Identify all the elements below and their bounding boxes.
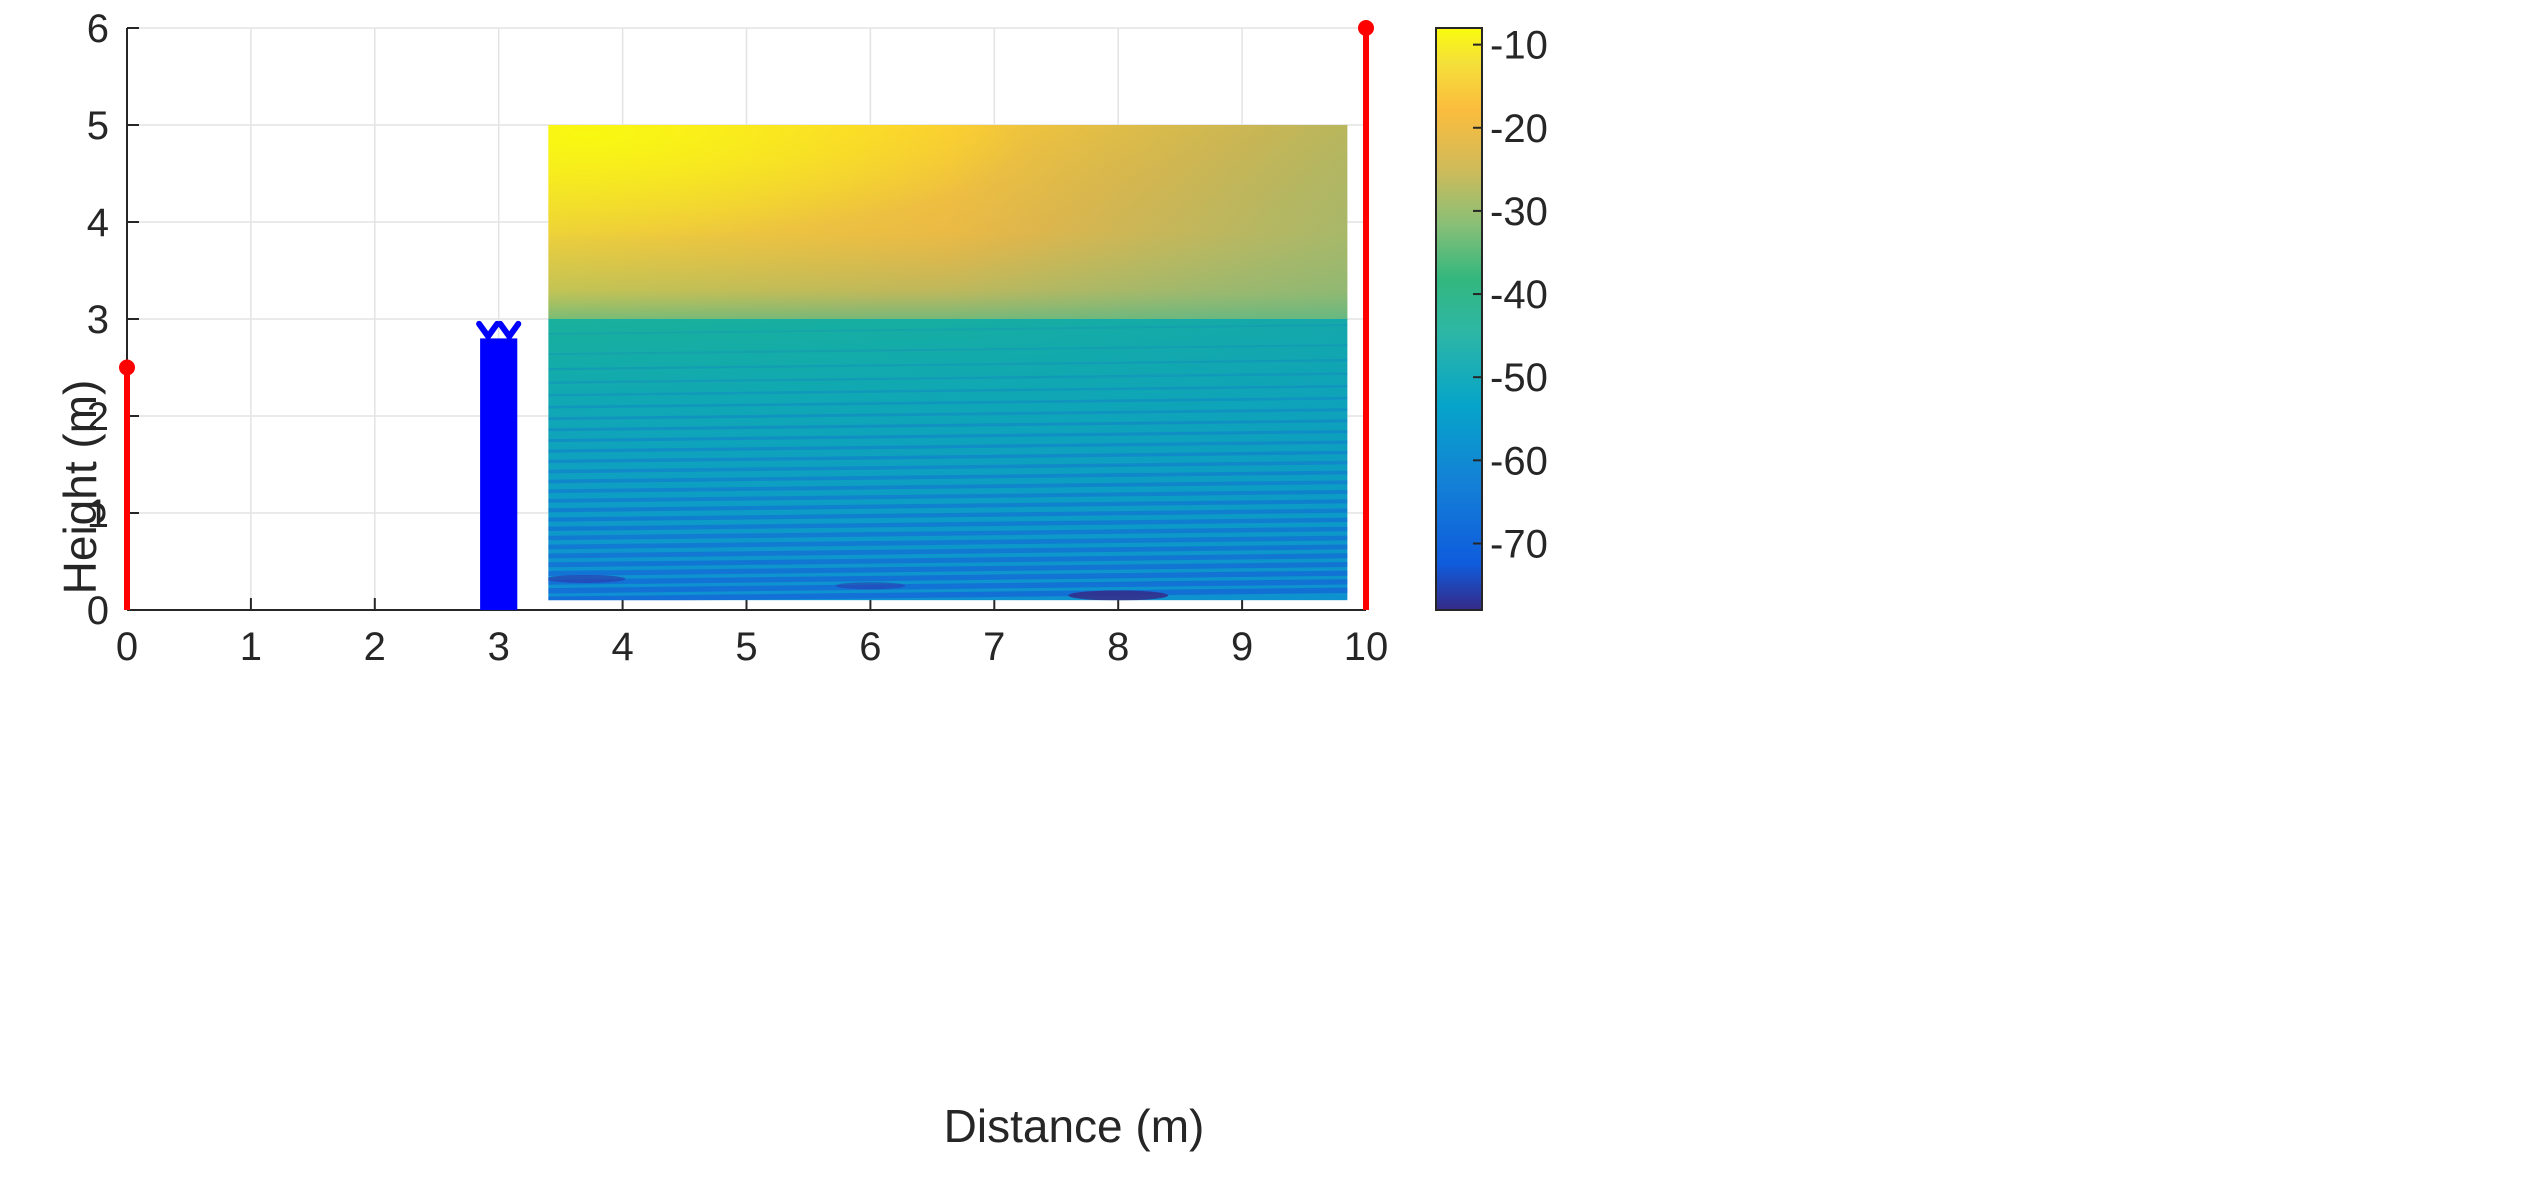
y-tick-label: 5	[87, 104, 109, 148]
colorbar-tick-label: -60	[1490, 439, 1548, 483]
x-tick-label: 1	[240, 625, 262, 669]
heatmap-fringe	[548, 460, 1348, 474]
heatmap-fringe	[548, 561, 1348, 577]
y-tick-label: 0	[87, 589, 109, 633]
heatmap-fringe	[548, 344, 1348, 356]
heatmap-upper-glow	[548, 125, 1348, 319]
x-tick-label: 2	[364, 625, 386, 669]
heatmap-fringe	[548, 408, 1348, 421]
heatmap-fringe	[548, 359, 1348, 371]
heatmap-minimum	[548, 574, 626, 583]
heatmap-fringe	[548, 544, 1348, 559]
x-tick-label: 9	[1231, 625, 1253, 669]
x-tick-label: 5	[735, 625, 757, 669]
pole-receiver-marker	[1358, 20, 1374, 36]
heatmap-fringe	[548, 499, 1348, 513]
colorbar-tick-label: -10	[1490, 24, 1548, 68]
axis-labels: Distance (m) Height (m)	[54, 380, 1204, 1152]
heatmap-fringe	[548, 372, 1348, 384]
heatmap-fringe	[548, 440, 1348, 453]
heatmap-fringe	[548, 553, 1348, 568]
x-tick-label: 6	[859, 625, 881, 669]
x-tick-label: 0	[116, 625, 138, 669]
colorbar-tick-label: -70	[1490, 522, 1548, 566]
pole-source-marker	[119, 359, 135, 376]
x-axis-label: Distance (m)	[944, 1100, 1205, 1152]
heatmap	[548, 125, 1348, 601]
x-tick-label: 10	[1344, 625, 1389, 669]
heatmap-fringe	[548, 489, 1348, 503]
colorbar-tick-label: -40	[1490, 273, 1548, 317]
x-tick-label: 3	[488, 625, 510, 669]
obstacle-top-mark	[476, 320, 501, 342]
heatmap-fringe	[548, 450, 1348, 464]
heatmap-fringe	[548, 526, 1348, 541]
heatmap-fringe	[548, 570, 1348, 585]
colorbar-bar	[1435, 27, 1483, 611]
x-tick-label: 8	[1107, 625, 1129, 669]
y-tick-label: 3	[87, 298, 109, 342]
heatmap-fringe	[548, 396, 1348, 409]
colorbar-tick-label: -50	[1490, 356, 1548, 400]
heatmap-fringe	[548, 419, 1348, 432]
heatmap-minimum	[835, 582, 906, 590]
y-axis-label: Height (m)	[54, 380, 106, 595]
scene-objects	[119, 20, 1374, 610]
heatmap-minimum	[1068, 590, 1169, 601]
heatmap-fringe	[548, 517, 1348, 532]
x-tick-label: 7	[983, 625, 1005, 669]
heatmap-fringe	[548, 470, 1348, 484]
obstacle-top-mark	[497, 320, 522, 342]
colorbar: -10 -20 -30 -40 -50 -60 -70	[1435, 24, 1548, 611]
obstacle-barrier	[480, 338, 518, 610]
y-tick-label: 4	[87, 201, 109, 245]
heatmap-fringe	[548, 535, 1348, 550]
x-tick-label: 4	[611, 625, 633, 669]
y-tick-label: 6	[87, 7, 109, 51]
heatmap-fringe	[548, 508, 1348, 522]
colorbar-tick-label: -20	[1490, 107, 1548, 151]
y-tick-label: 2	[87, 395, 109, 439]
heatmap-fringe	[548, 324, 1348, 335]
heatmap-fringe	[548, 480, 1348, 494]
colorbar-tick-label: -30	[1490, 190, 1548, 234]
heatmap-fringe	[548, 587, 1348, 601]
heatmap-fringe	[548, 384, 1348, 397]
y-tick-label: 1	[87, 492, 109, 536]
heatmap-fringe	[548, 430, 1348, 443]
heatmap-fringe	[548, 579, 1348, 594]
